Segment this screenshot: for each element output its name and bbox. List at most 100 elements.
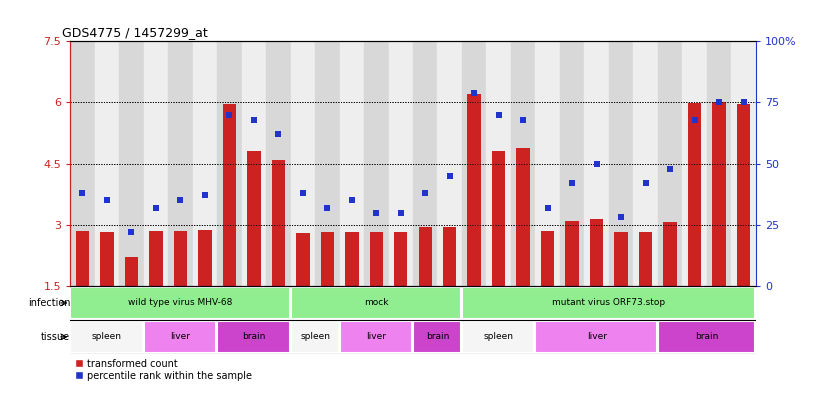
Bar (125, 257, 138, 286)
Bar (615, 232, 628, 286)
Point (713, 99, 726, 106)
Bar (419, 227, 432, 286)
Point (272, 131, 285, 138)
Bar (535, 41, 560, 286)
Bar (291, 41, 315, 286)
Bar (590, 219, 603, 286)
Bar (516, 148, 530, 286)
Point (663, 165, 676, 172)
Point (468, 90, 481, 96)
Bar (638, 232, 653, 286)
Bar (272, 160, 285, 286)
Point (590, 160, 603, 167)
Text: spleen: spleen (300, 332, 330, 342)
Bar (192, 41, 217, 286)
Point (688, 116, 701, 123)
Bar (462, 321, 534, 353)
Bar (70, 286, 290, 319)
Bar (76, 231, 89, 286)
Bar (339, 321, 412, 353)
Text: mutant virus ORF73.stop: mutant virus ORF73.stop (553, 298, 666, 307)
Bar (438, 41, 462, 286)
Bar (100, 232, 114, 286)
Point (541, 204, 554, 211)
Bar (487, 41, 511, 286)
Text: liver: liver (366, 332, 387, 342)
Bar (688, 103, 701, 286)
Point (419, 190, 432, 196)
Point (615, 214, 628, 220)
Point (173, 197, 187, 204)
Bar (712, 102, 726, 286)
Bar (590, 219, 603, 286)
Bar (76, 231, 89, 286)
Point (76, 190, 89, 196)
Bar (242, 41, 266, 286)
Point (173, 197, 187, 204)
Bar (712, 102, 726, 286)
Bar (388, 41, 413, 286)
Bar (291, 321, 339, 353)
Bar (413, 321, 461, 353)
Bar (657, 41, 682, 286)
Bar (144, 41, 169, 286)
Point (247, 116, 260, 123)
Bar (462, 286, 755, 319)
Point (443, 173, 456, 179)
Point (247, 116, 260, 123)
Point (223, 112, 236, 118)
Point (198, 192, 211, 198)
Bar (150, 231, 163, 286)
Point (688, 116, 701, 123)
Point (125, 229, 138, 235)
Point (590, 160, 603, 167)
Point (272, 131, 285, 138)
Bar (315, 41, 339, 286)
Bar (566, 221, 579, 286)
Bar (638, 232, 653, 286)
Bar (731, 41, 756, 286)
Bar (682, 41, 707, 286)
Bar (634, 41, 657, 286)
Point (541, 204, 554, 211)
Bar (345, 232, 358, 286)
Bar (296, 233, 310, 286)
Bar (492, 151, 506, 286)
Point (125, 229, 138, 235)
Point (516, 116, 529, 123)
Bar (707, 41, 731, 286)
Point (150, 204, 163, 211)
Point (320, 204, 334, 211)
Bar (296, 233, 310, 286)
Bar (560, 41, 585, 286)
Bar (223, 104, 236, 286)
Point (663, 165, 676, 172)
Bar (320, 232, 334, 286)
Bar (364, 41, 388, 286)
Bar (541, 231, 554, 286)
Bar (419, 227, 432, 286)
Bar (369, 232, 383, 286)
Point (737, 99, 750, 106)
Bar (688, 103, 701, 286)
Bar (566, 221, 579, 286)
Bar (144, 321, 216, 353)
Point (394, 209, 407, 216)
Bar (70, 41, 95, 286)
Text: infection: infection (28, 298, 70, 308)
Text: wild type virus MHV-68: wild type virus MHV-68 (128, 298, 233, 307)
Bar (394, 232, 407, 286)
Point (492, 112, 506, 118)
Bar (516, 148, 530, 286)
Text: spleen: spleen (484, 332, 514, 342)
Point (100, 197, 113, 204)
Point (297, 190, 310, 196)
Point (223, 112, 236, 118)
Text: brain: brain (242, 332, 265, 342)
Bar (737, 105, 750, 286)
Point (516, 116, 529, 123)
Bar (443, 227, 457, 286)
Point (394, 209, 407, 216)
Bar (345, 232, 358, 286)
Bar (462, 41, 487, 286)
